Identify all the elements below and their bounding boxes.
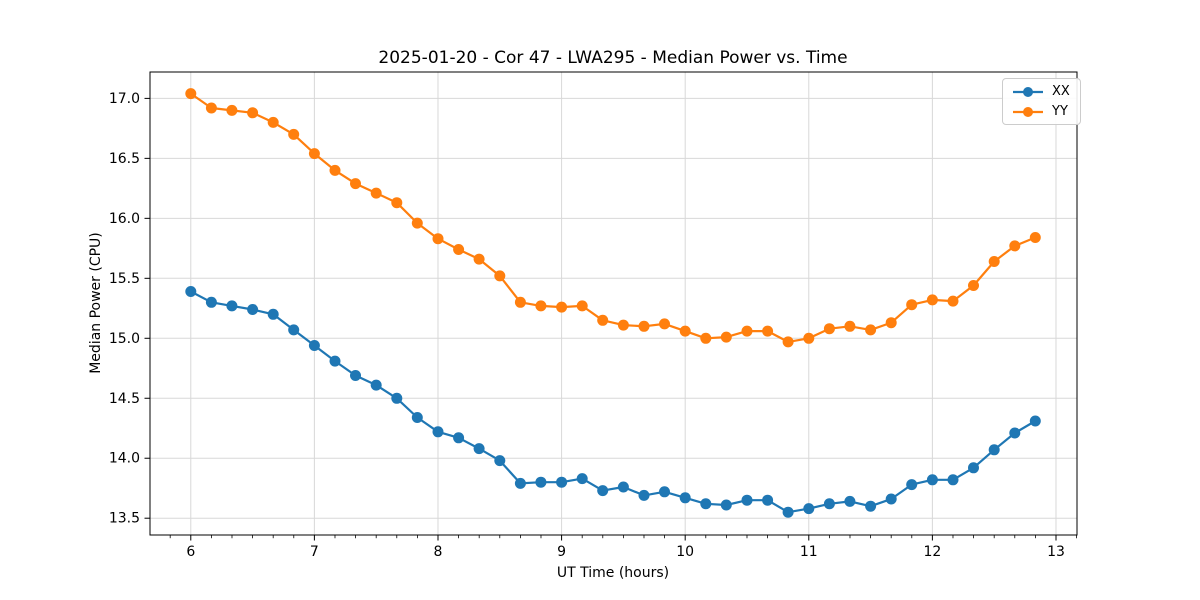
svg-text:17.0: 17.0 — [109, 91, 140, 107]
svg-text:9: 9 — [557, 544, 566, 560]
svg-text:8: 8 — [434, 544, 443, 560]
svg-text:15.5: 15.5 — [109, 271, 140, 287]
svg-text:16.0: 16.0 — [109, 211, 140, 227]
legend-line-marker-xx-icon — [1013, 86, 1043, 97]
legend: XX YY — [1002, 78, 1081, 125]
svg-text:16.5: 16.5 — [109, 151, 140, 167]
svg-text:10: 10 — [676, 544, 694, 560]
legend-label-xx: XX — [1052, 84, 1070, 99]
svg-text:7: 7 — [310, 544, 319, 560]
svg-text:11: 11 — [800, 544, 818, 560]
svg-text:15.0: 15.0 — [109, 331, 140, 347]
legend-item-xx: XX — [1012, 84, 1070, 99]
legend-line-marker-yy-icon — [1013, 106, 1043, 117]
svg-text:13.5: 13.5 — [109, 511, 140, 527]
svg-text:14.5: 14.5 — [109, 391, 140, 407]
legend-item-yy: YY — [1012, 104, 1070, 119]
chart-title: 2025-01-20 - Cor 47 - LWA295 - Median Po… — [378, 48, 848, 68]
legend-label-yy: YY — [1052, 104, 1068, 119]
svg-text:13: 13 — [1047, 544, 1065, 560]
svg-text:14.0: 14.0 — [109, 451, 140, 467]
svg-text:6: 6 — [186, 544, 195, 560]
x-axis-label: UT Time (hours) — [556, 565, 670, 581]
svg-text:12: 12 — [923, 544, 941, 560]
